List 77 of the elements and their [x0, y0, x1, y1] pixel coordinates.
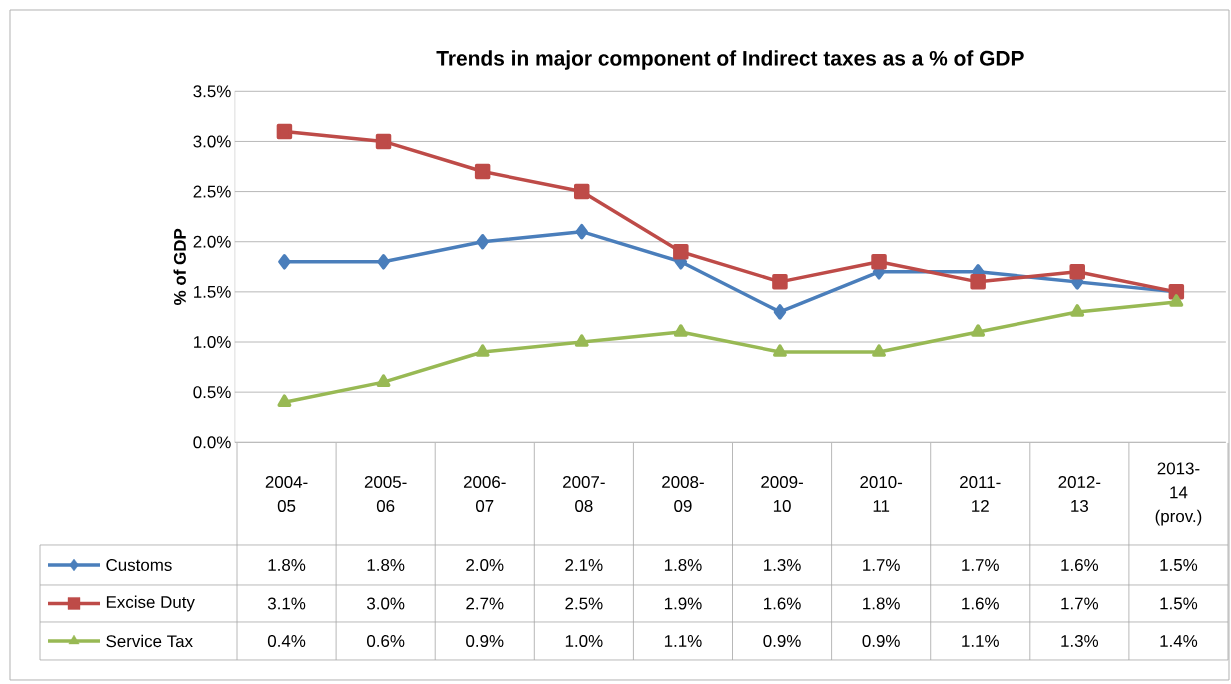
- point: [970, 274, 986, 290]
- data-label: 2.0%: [466, 558, 504, 571]
- data-label: 1.5%: [1160, 559, 1198, 571]
- data-label: 1.8%: [664, 558, 702, 571]
- legend-label: Excise Duty: [106, 595, 195, 612]
- y-tick-label: 2.0%: [193, 235, 231, 248]
- x-tick-label: 2005-06: [364, 476, 407, 512]
- data-label: 1.4%: [1160, 635, 1198, 647]
- point: [872, 344, 886, 357]
- x-tick-label: 2010-11: [860, 476, 903, 512]
- point: [871, 254, 887, 270]
- point: [575, 223, 588, 240]
- x-tick-label: 2004-05: [265, 476, 308, 512]
- point: [277, 394, 292, 407]
- y-axis-title: % of GDP: [173, 228, 186, 305]
- point: [673, 244, 689, 260]
- y-tick-label: 3.0%: [193, 135, 231, 148]
- data-label: 2.7%: [466, 597, 504, 610]
- point: [376, 374, 391, 387]
- legend-label: Service Tax: [106, 634, 193, 648]
- y-tick-label: 1.0%: [194, 336, 231, 349]
- point: [375, 133, 392, 150]
- data-label: 1.6%: [1061, 558, 1099, 571]
- data-label: 1.0%: [565, 634, 603, 647]
- data-label: 2.5%: [565, 597, 603, 610]
- data-label: 1.8%: [367, 558, 405, 571]
- point: [971, 324, 986, 337]
- data-label: 0.4%: [267, 634, 306, 647]
- x-tick-label: 2007-08: [563, 476, 605, 512]
- point: [573, 183, 590, 200]
- point: [1169, 294, 1184, 307]
- data-label: 3.0%: [367, 597, 405, 610]
- point: [772, 274, 788, 290]
- data-label: 1.1%: [664, 635, 702, 647]
- data-label: 1.7%: [1061, 597, 1099, 610]
- data-label: 1.7%: [863, 559, 900, 571]
- point: [673, 324, 688, 337]
- point: [772, 344, 787, 357]
- data-label: 0.9%: [466, 634, 504, 647]
- y-tick-label: 0.5%: [193, 386, 231, 399]
- point: [574, 334, 589, 347]
- data-label: 1.7%: [962, 559, 999, 571]
- y-tick-label: 0.0%: [193, 436, 231, 449]
- data-label: 0.6%: [367, 634, 405, 647]
- data-label: 0.9%: [763, 634, 801, 647]
- x-tick-label: 2009-10: [761, 476, 803, 512]
- data-label: 0.9%: [862, 634, 900, 647]
- point: [1070, 304, 1085, 317]
- point: [475, 344, 490, 357]
- data-label: 1.5%: [1160, 597, 1198, 610]
- point: [474, 163, 491, 180]
- data-label: 1.6%: [764, 597, 801, 610]
- point: [278, 254, 291, 270]
- point: [276, 123, 293, 140]
- y-tick-label: 1.5%: [194, 285, 231, 298]
- point: [476, 233, 489, 250]
- y-tick-label: 3.5%: [193, 85, 231, 98]
- point: [773, 304, 787, 320]
- x-tick-label: 2011-12: [960, 476, 1001, 512]
- point: [1069, 264, 1085, 280]
- y-tick-label: 2.5%: [193, 185, 231, 198]
- chart-title: Trends in major component of Indirect taxes as a % of GDP: [436, 50, 1024, 70]
- legend-label: Customs: [106, 558, 172, 571]
- x-tick-label: 2012-13: [1058, 476, 1101, 512]
- x-tick-label: 2006-07: [463, 476, 506, 512]
- x-tick-label: 2008-09: [662, 476, 704, 512]
- data-label: 3.1%: [267, 597, 306, 610]
- data-label: 1.8%: [863, 597, 900, 610]
- data-label: 2.1%: [565, 559, 603, 571]
- data-label: 1.8%: [268, 558, 306, 571]
- data-label: 1.6%: [962, 597, 999, 610]
- point: [377, 254, 390, 270]
- data-label: 1.3%: [764, 558, 801, 571]
- data-label: 1.1%: [962, 635, 999, 647]
- x-tick-label: 2013-14 (prov.): [1155, 462, 1202, 526]
- data-label: 1.3%: [1061, 634, 1099, 647]
- data-label: 1.9%: [664, 597, 702, 610]
